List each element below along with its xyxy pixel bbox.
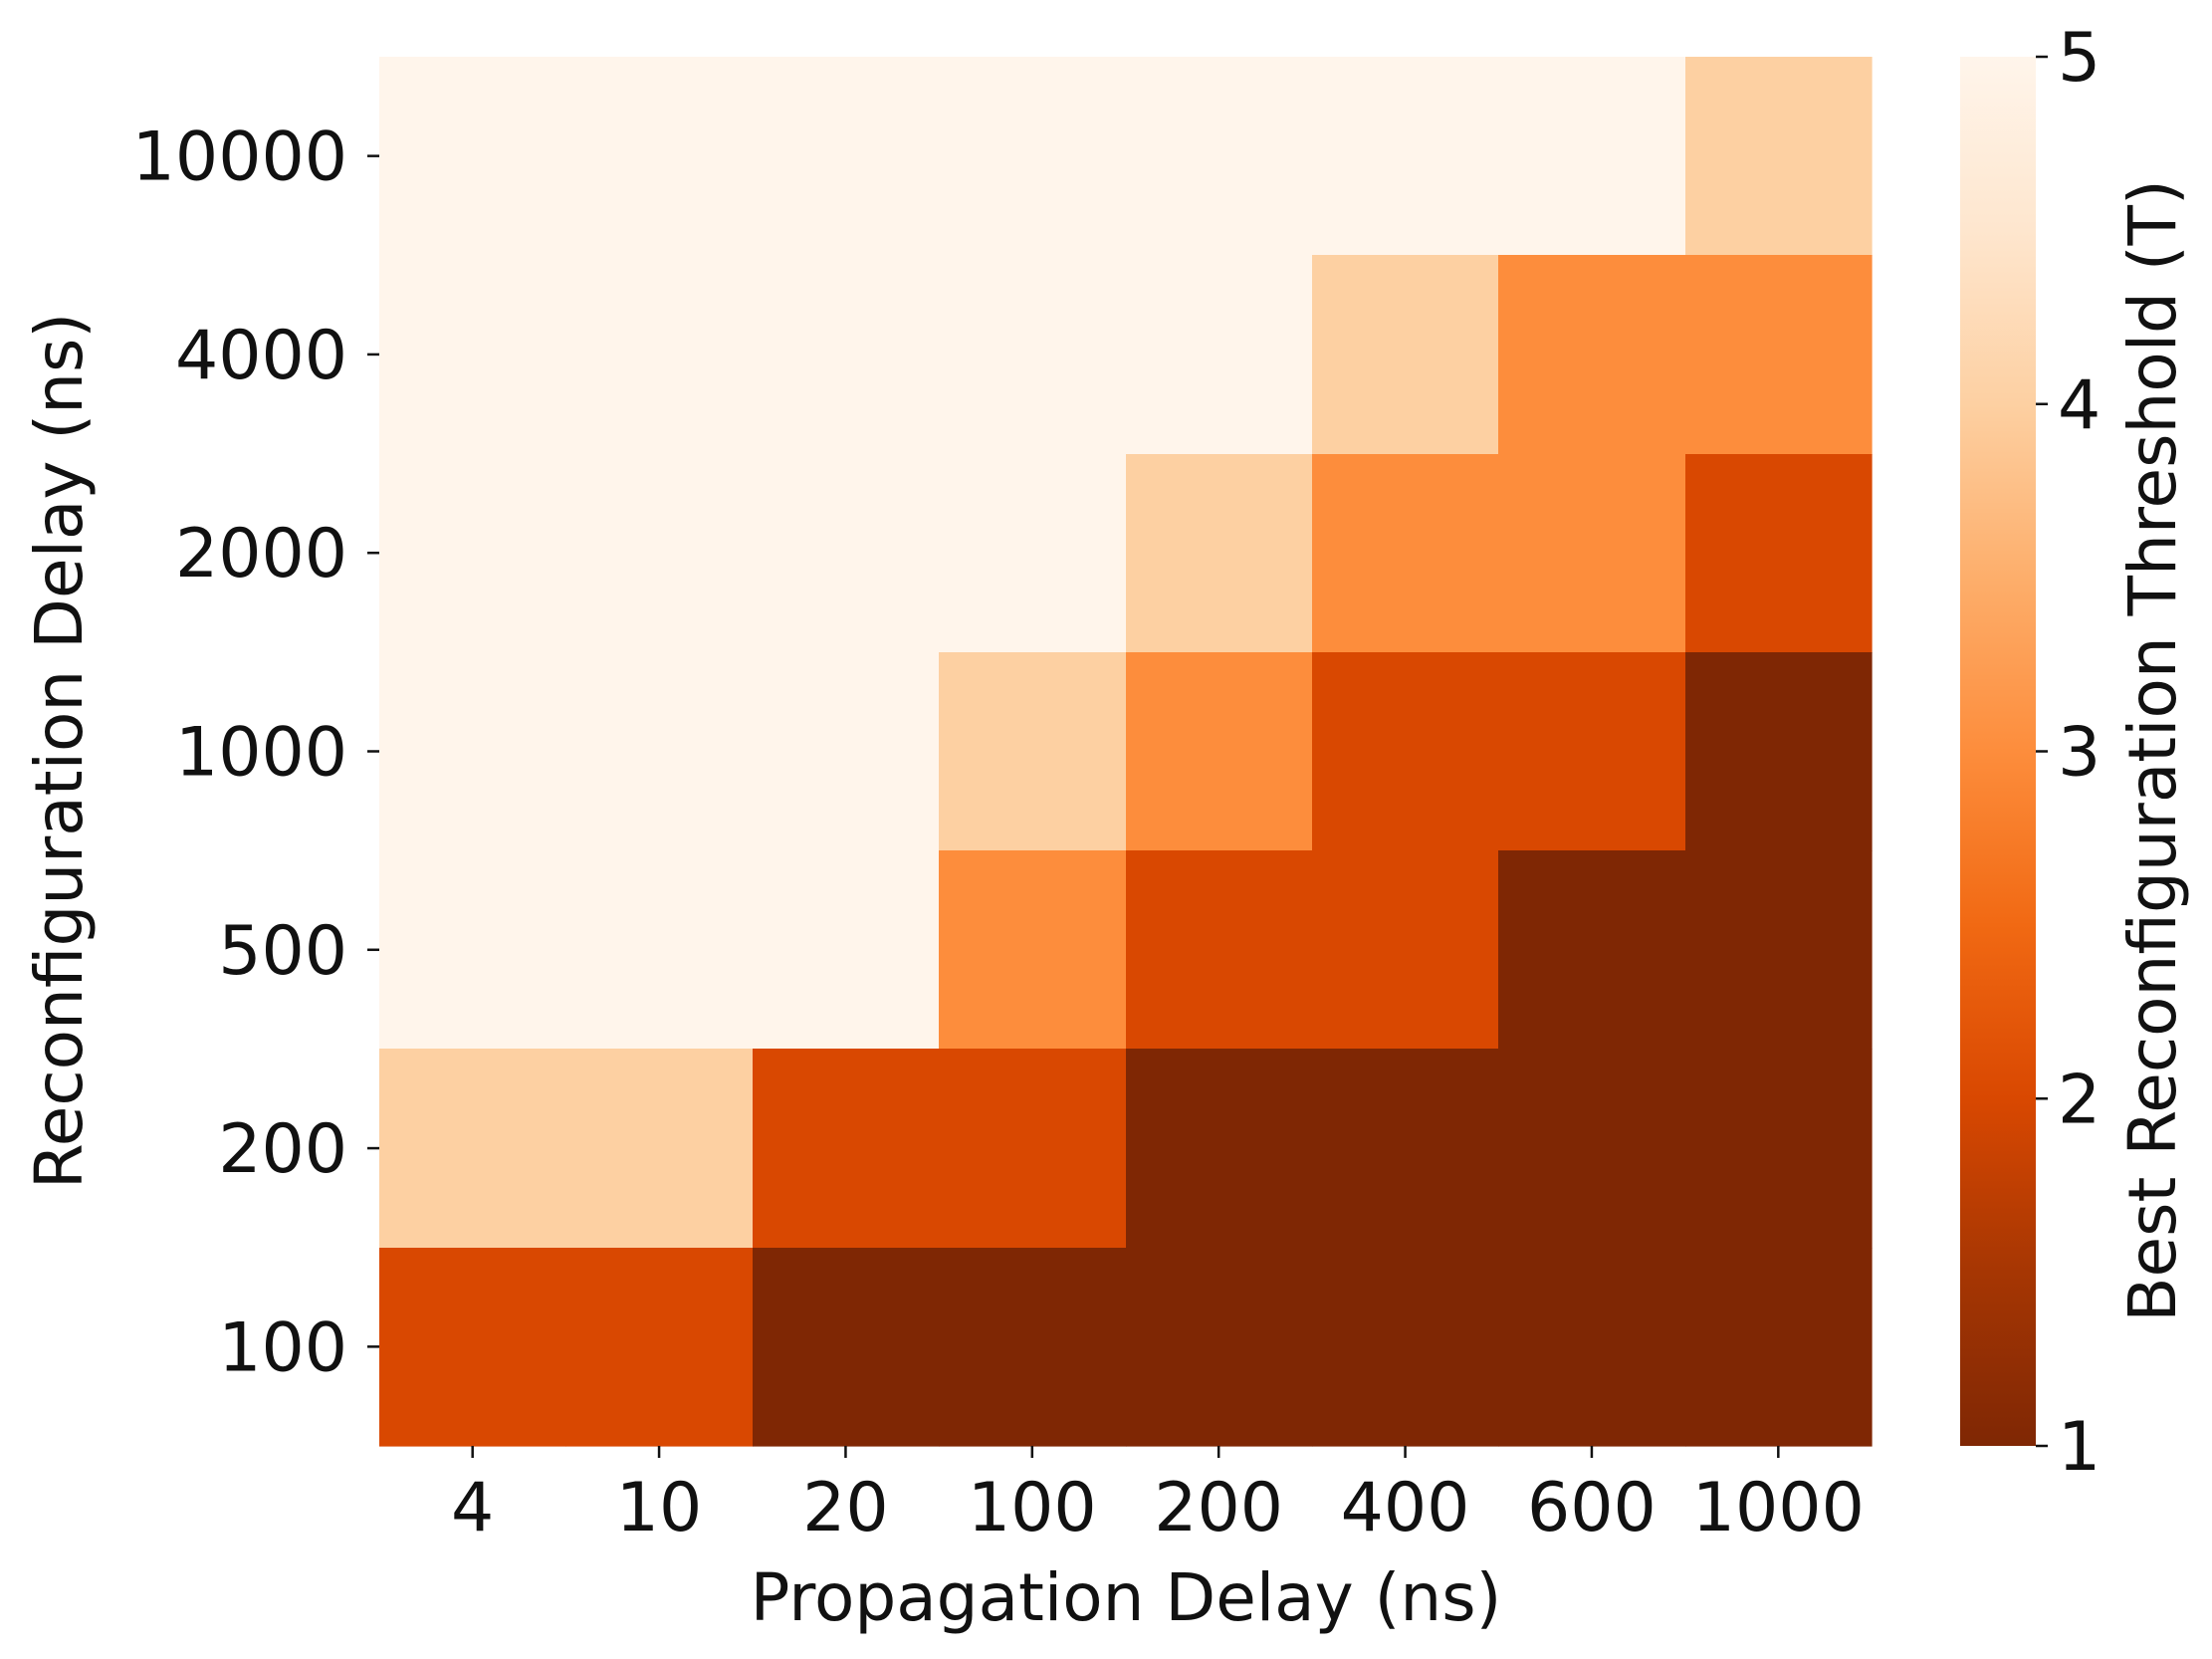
- heatmap-cell: [379, 1049, 566, 1249]
- heatmap-cell: [1498, 454, 1686, 653]
- heatmap-cell: [379, 57, 566, 256]
- x-tick-label: 600: [1527, 1469, 1657, 1547]
- x-tick-label: 1000: [1692, 1469, 1865, 1547]
- heatmap-cell: [1126, 57, 1313, 256]
- heatmap-cell: [1312, 850, 1499, 1050]
- axis-ticks: 4 10 20 100 200 400 600 1000 10000 4000 2000 1000 50…: [132, 118, 1865, 1547]
- heatmap-cell: [1126, 1248, 1313, 1447]
- heatmap-cell: [1498, 850, 1686, 1050]
- heatmap-cell: [1685, 652, 1873, 851]
- heatmap-cell: [1312, 255, 1499, 455]
- heatmap-cell: [1498, 1248, 1686, 1447]
- heatmap-cell: [565, 454, 754, 653]
- heatmap-cell: [939, 1049, 1127, 1249]
- heatmap-cell: [379, 652, 566, 851]
- heatmap-cell: [1685, 850, 1873, 1050]
- y-tick-label: 4000: [175, 317, 347, 395]
- colorbar-label: Best Reconfiguration Threshold (T): [2114, 179, 2191, 1321]
- heatmap-cell: [753, 652, 940, 851]
- heatmap-cell: [939, 1248, 1127, 1447]
- x-tick-label: 10: [616, 1469, 703, 1547]
- heatmap-cell: [1498, 652, 1686, 851]
- heatmap-cell: [565, 1248, 754, 1447]
- heatmap-cell: [1685, 1049, 1873, 1249]
- heatmap-cell: [753, 1049, 940, 1249]
- y-tick-label: 1000: [175, 714, 347, 793]
- y-tick-label: 2000: [175, 515, 347, 593]
- heatmap-cell: [1126, 1049, 1313, 1249]
- heatmap-cell: [1498, 1049, 1686, 1249]
- colorbar-tick-label: 2: [2058, 1061, 2101, 1139]
- x-tick-label: 200: [1154, 1469, 1283, 1547]
- heatmap-cell: [1312, 1049, 1499, 1249]
- heatmap-cell: [1685, 454, 1873, 653]
- heatmap-cell: [1126, 255, 1313, 455]
- colorbar-tick-label: 3: [2058, 714, 2101, 793]
- heatmap-cell: [1312, 1248, 1499, 1447]
- heatmap-cell: [1685, 57, 1873, 256]
- y-axis-label: Reconfiguration Delay (ns): [21, 313, 98, 1189]
- y-tick-label: 100: [218, 1308, 347, 1387]
- heatmap-cell: [939, 454, 1127, 653]
- heatmap-cell: [565, 850, 754, 1050]
- heatmap-cell: [753, 850, 940, 1050]
- y-tick-label: 500: [218, 912, 347, 991]
- heatmap-cell: [939, 57, 1127, 256]
- heatmap-cell: [1126, 454, 1313, 653]
- heatmap-cell: [379, 454, 566, 653]
- heatmap-cell: [1498, 57, 1686, 256]
- x-tick-label: 20: [802, 1469, 889, 1547]
- heatmap-cell: [379, 255, 566, 455]
- y-tick-label: 200: [218, 1110, 347, 1189]
- heatmap-cells: [379, 57, 1873, 1447]
- heatmap-cell: [1685, 1248, 1873, 1447]
- heatmap-cell: [1312, 57, 1499, 256]
- heatmap-cell: [939, 850, 1127, 1050]
- heatmap-cell: [1498, 255, 1686, 455]
- colorbar-tick-label: 5: [2058, 19, 2101, 98]
- x-axis-label: Propagation Delay (ns): [751, 1559, 1502, 1636]
- heatmap-cell: [379, 1248, 566, 1447]
- heatmap-cell: [1126, 850, 1313, 1050]
- colorbar-tick-label: 1: [2058, 1408, 2101, 1487]
- x-tick-label: 100: [968, 1469, 1097, 1547]
- heatmap-cell: [565, 1049, 754, 1249]
- heatmap-cell: [753, 57, 940, 256]
- heatmap-cell: [1312, 454, 1499, 653]
- x-tick-label: 400: [1341, 1469, 1470, 1547]
- heatmap-cell: [565, 652, 754, 851]
- colorbar-tick-label: 4: [2058, 366, 2101, 445]
- heatmap-cell: [565, 255, 754, 455]
- heatmap-cell: [1126, 652, 1313, 851]
- heatmap-cell: [379, 850, 566, 1050]
- heatmap-cell: [753, 1248, 940, 1447]
- colorbar: [1960, 57, 2036, 1446]
- heatmap-cell: [753, 255, 940, 455]
- heatmap-cell: [753, 454, 940, 653]
- heatmap-cell: [1685, 255, 1873, 455]
- heatmap-cell: [939, 652, 1127, 851]
- heatmap-cell: [565, 57, 754, 256]
- colorbar-ticks: 1 2 3 4 5: [2036, 19, 2101, 1487]
- x-tick-label: 4: [451, 1469, 494, 1547]
- heatmap-cell: [1312, 652, 1499, 851]
- heatmap-cell: [939, 255, 1127, 455]
- y-tick-label: 10000: [132, 118, 347, 197]
